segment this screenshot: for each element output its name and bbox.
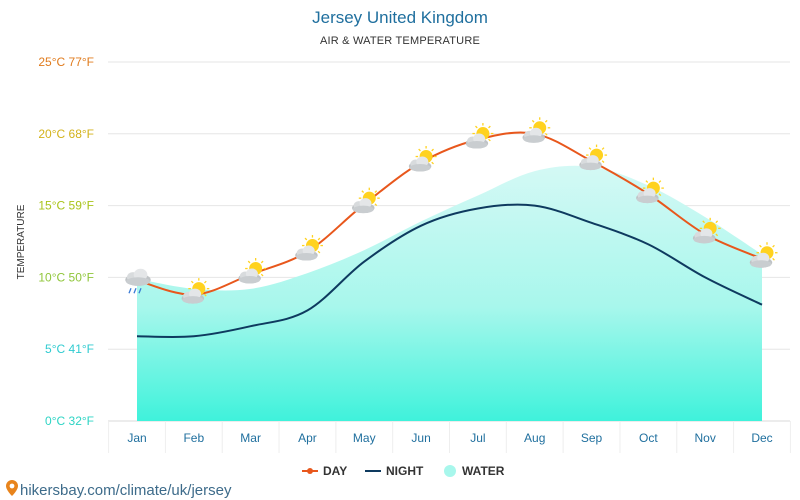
y-axis-label: TEMPERATURE xyxy=(16,204,27,279)
location-pin-icon xyxy=(6,480,18,500)
x-tick-label-apr: Apr xyxy=(298,431,317,445)
x-tick-label-dec: Dec xyxy=(751,431,772,445)
sun-cloud-icon xyxy=(579,144,608,171)
x-tick-label-may: May xyxy=(353,431,376,445)
x-axis-ticks: Jan Feb Mar Apr May Jun Jul Aug Sep Oct Nov Dec xyxy=(127,431,772,445)
x-tick-label-sep: Sep xyxy=(581,431,603,445)
x-tick-label-jul: Jul xyxy=(470,431,485,445)
night-line xyxy=(136,203,763,339)
sun-cloud-icon xyxy=(295,235,323,261)
sun-cloud-icon xyxy=(692,217,721,244)
cloud-rain-icon xyxy=(125,268,151,294)
sun-cloud-icon xyxy=(352,187,380,214)
y-tick-label: 20°C 68°F xyxy=(38,127,94,141)
x-tick-label-nov: Nov xyxy=(695,431,716,445)
sun-cloud-icon xyxy=(408,146,437,172)
y-tick-label: 15°C 59°F xyxy=(38,199,94,213)
chart-subtitle: AIR & WATER TEMPERATURE xyxy=(319,35,481,47)
x-tick-label-feb: Feb xyxy=(183,431,204,445)
y-tick-label: 25°C 77°F xyxy=(38,55,94,69)
footer-url[interactable]: hikersbay.com/climate/uk/jersey xyxy=(20,481,232,499)
legend-item-water[interactable]: WATER xyxy=(444,464,505,478)
sun-cloud-icon xyxy=(749,242,778,268)
sun-cloud-icon xyxy=(636,177,664,204)
x-tick-label-oct: Oct xyxy=(639,431,658,445)
sun-cloud-icon xyxy=(238,258,267,284)
weather-icons-layer xyxy=(125,117,778,304)
sun-cloud-icon xyxy=(181,278,210,304)
x-tick-label-mar: Mar xyxy=(240,431,261,445)
y-tick-label: 0°C 32°F xyxy=(45,414,94,428)
legend-label-day: DAY xyxy=(323,464,347,478)
x-tick-label-jun: Jun xyxy=(411,431,430,445)
legend-item-day[interactable]: DAY xyxy=(302,464,347,478)
legend-item-night[interactable]: NIGHT xyxy=(365,464,424,478)
footer-link[interactable]: hikersbay.com/climate/uk/jersey xyxy=(6,480,231,500)
water-area xyxy=(137,165,762,421)
y-axis-ticks: 0°C 32°F 5°C 41°F 10°C 50°F 15°C 59°F 20°C 6… xyxy=(38,55,94,428)
water-area-layer xyxy=(137,165,762,421)
legend-label-water: WATER xyxy=(462,464,505,478)
y-tick-label: 5°C 41°F xyxy=(45,342,94,356)
legend-label-night: NIGHT xyxy=(386,464,424,478)
x-tick-label-aug: Aug xyxy=(524,431,545,445)
sun-cloud-icon xyxy=(522,117,551,143)
legend[interactable]: DAY NIGHT WATER xyxy=(302,464,505,478)
temperature-chart: 0°C 32°F 5°C 41°F 10°C 50°F 15°C 59°F 20°C 6… xyxy=(16,55,791,478)
sun-cloud-icon xyxy=(465,123,494,149)
chart-title: Jersey United Kingdom xyxy=(312,8,488,27)
x-tick-label-jan: Jan xyxy=(127,431,146,445)
y-tick-label: 10°C 50°F xyxy=(38,270,94,284)
